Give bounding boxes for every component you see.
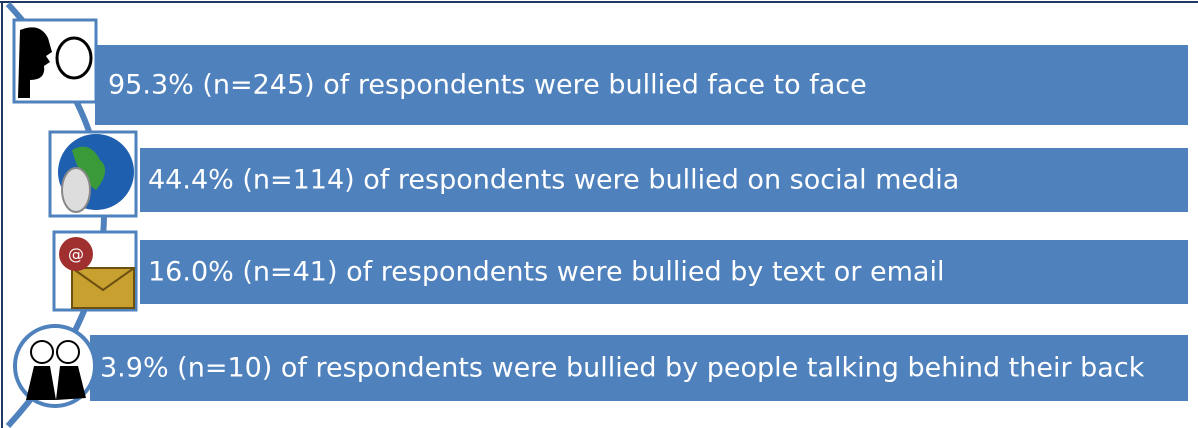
bar-text: 3.9% (n=10) of respondents were bullied … <box>100 353 1145 384</box>
bar-text: 44.4% (n=114) of respondents were bullie… <box>148 165 959 196</box>
icon-speech <box>14 20 96 102</box>
icon-gossip <box>15 326 95 406</box>
icon-email: @ <box>54 232 136 310</box>
icon-globe <box>50 132 136 216</box>
bar-text: 95.3% (n=245) of respondents were bullie… <box>108 70 867 101</box>
page: {"items": [ {"text": "95.3% (n=245) of r… <box>0 0 1198 428</box>
bar-text: 16.0% (n=41) of respondents were bullied… <box>148 257 944 288</box>
diagram: @ 95.3% (n=245) of respondents were bull… <box>0 0 1198 428</box>
svg-text:@: @ <box>68 245 84 264</box>
